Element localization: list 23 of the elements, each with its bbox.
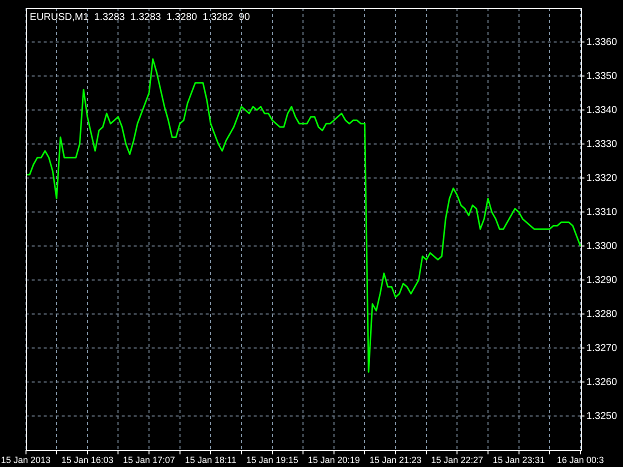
- y-tick-label: 1.3340: [586, 104, 618, 116]
- x-tick-label: 15 Jan 20:19: [308, 455, 360, 466]
- x-tick-label: 15 Jan 21:23: [370, 455, 422, 466]
- chart-title: EURUSD,M1 1.3283 1.3283 1.3280 1.3282 90: [30, 12, 250, 23]
- x-tick-label: 16 Jan 00:3: [556, 455, 604, 466]
- y-tick-label: 1.3270: [586, 342, 618, 354]
- y-tick-label: 1.3320: [586, 172, 618, 184]
- x-tick-label: 15 Jan 2013: [1, 455, 51, 466]
- y-tick-label: 1.3360: [586, 36, 618, 48]
- y-tick-label: 1.3310: [586, 206, 618, 218]
- y-tick-label: 1.3330: [586, 138, 618, 150]
- y-tick-label: 1.3350: [586, 70, 618, 82]
- x-tick-label: 15 Jan 22:27: [431, 455, 484, 466]
- y-tick-label: 1.3260: [586, 376, 618, 388]
- x-tick-label: 15 Jan 17:07: [123, 455, 176, 466]
- y-tick-label: 1.3300: [586, 240, 618, 252]
- x-tick-label: 15 Jan 18:11: [184, 455, 236, 466]
- x-tick-label: 15 Jan 23:31: [492, 455, 545, 466]
- y-tick-label: 1.3290: [586, 274, 618, 286]
- y-tick-label: 1.3280: [586, 308, 618, 320]
- x-tick-label: 15 Jan 19:15: [246, 455, 298, 466]
- x-tick-label: 15 Jan 16:03: [61, 455, 114, 466]
- y-tick-label: 1.3250: [586, 410, 618, 422]
